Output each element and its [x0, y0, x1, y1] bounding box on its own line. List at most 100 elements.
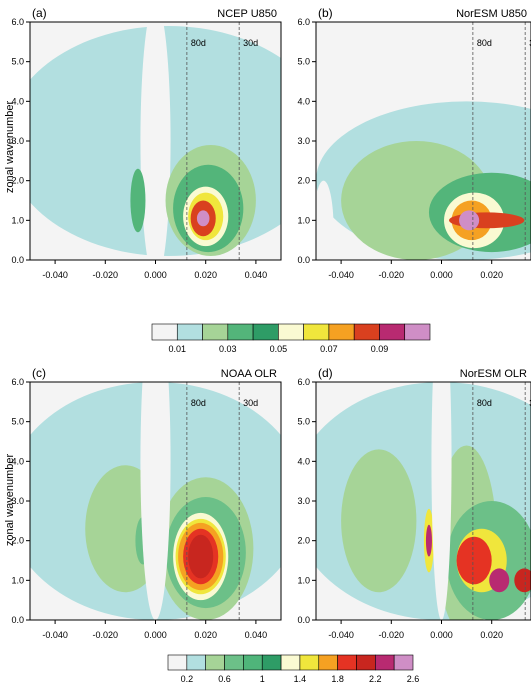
y-tick-label: 5.0	[297, 417, 310, 427]
x-tick-label: -0.020	[93, 270, 119, 280]
panel-contours	[5, 303, 306, 620]
colorbar-1: 0.01 0.03 0.05 0.07 0.09	[152, 324, 430, 354]
colorbar-swatch	[203, 324, 228, 340]
x-tick-label: -0.040	[328, 630, 354, 640]
colorbar-swatch	[225, 655, 244, 670]
y-tick-label: 2.0	[11, 176, 24, 186]
panel-title: NOAA OLR	[221, 368, 277, 380]
y-tick-label: 1.0	[297, 215, 310, 225]
x-tick-label: -0.040	[42, 630, 68, 640]
contour-shape	[489, 568, 509, 592]
y-tick-label: 6.0	[11, 377, 24, 387]
colorbar-label: 0.01	[169, 344, 187, 354]
panel-label: (c)	[32, 366, 46, 380]
colorbar-label: 0.03	[219, 344, 237, 354]
panel-contours	[5, 2, 331, 280]
panel-title: NorESM U850	[456, 8, 527, 20]
panel-contours	[313, 22, 531, 276]
panel-label: (a)	[32, 6, 47, 20]
contour-shape	[341, 449, 416, 592]
contour-shape	[313, 181, 333, 276]
x-tick-label: -0.020	[93, 630, 119, 640]
colorbar-label: 2.2	[369, 674, 382, 684]
colorbar-2: 0.2 0.6 1 1.4 1.8 2.2 2.6	[168, 655, 419, 684]
y-tick-label: 4.0	[297, 96, 310, 106]
colorbar-swatch	[338, 655, 357, 670]
contour-shape	[130, 169, 145, 232]
y-tick-label: 0.0	[11, 615, 24, 625]
y-tick-label: 0.0	[297, 615, 310, 625]
contour-shape	[188, 535, 213, 579]
colorbar-label: 1.8	[331, 674, 344, 684]
colorbar-label: 0.6	[218, 674, 231, 684]
contour-shape	[426, 525, 432, 557]
contour-shape	[431, 303, 451, 620]
colorbar-swatch	[243, 655, 262, 670]
panel-title: NorESM OLR	[460, 368, 527, 380]
period-label: 80d	[477, 38, 492, 48]
y-tick-label: 6.0	[11, 17, 24, 27]
colorbar-label: 2.6	[407, 674, 420, 684]
colorbar-label: 0.09	[371, 344, 389, 354]
colorbar-label: 0.07	[320, 344, 338, 354]
y-tick-label: 6.0	[297, 377, 310, 387]
x-tick-label: 0.040	[245, 270, 268, 280]
x-tick-label: 0.020	[194, 270, 217, 280]
x-tick-label: -0.020	[379, 630, 405, 640]
x-tick-label: 0.040	[245, 630, 268, 640]
colorbar-swatch	[354, 324, 379, 340]
contour-shape	[140, 2, 170, 280]
colorbar-swatch	[405, 324, 430, 340]
contour-shape	[457, 537, 492, 585]
y-tick-label: 0.0	[297, 255, 310, 265]
panel-label: (d)	[318, 366, 333, 380]
y-tick-label: 2.0	[297, 176, 310, 186]
period-label: 80d	[477, 398, 492, 408]
y-tick-label: 5.0	[11, 57, 24, 67]
colorbar-swatch	[206, 655, 225, 670]
colorbar-swatch	[281, 655, 300, 670]
colorbar-label: 0.2	[181, 674, 194, 684]
colorbar-swatch	[187, 655, 206, 670]
colorbar-swatch	[394, 655, 413, 670]
colorbar-label: 1	[260, 674, 265, 684]
x-tick-label: 0.000	[430, 630, 453, 640]
x-tick-label: 0.000	[430, 270, 453, 280]
panel-title: NCEP U850	[217, 8, 277, 20]
x-tick-label: -0.040	[328, 270, 354, 280]
contour-shape	[197, 210, 210, 226]
colorbar-swatch	[262, 655, 281, 670]
y-tick-label: 6.0	[297, 17, 310, 27]
y-tick-label: 1.0	[297, 575, 310, 585]
x-tick-label: 0.020	[194, 630, 217, 640]
period-label: 80d	[191, 38, 206, 48]
panel-c: 80d 30d -0.040 -0.020 0.000 0.020 0.040 0.0 1.0 2…	[5, 303, 306, 640]
colorbar-swatch	[356, 655, 375, 670]
y-tick-label: 1.0	[11, 215, 24, 225]
colorbar-swatch	[379, 324, 404, 340]
y-tick-label: 3.0	[11, 496, 24, 506]
period-label: 30d	[243, 398, 258, 408]
y-tick-label: 2.0	[11, 536, 24, 546]
colorbar-swatch	[375, 655, 394, 670]
y-tick-label: 1.0	[11, 575, 24, 585]
colorbar-swatch	[228, 324, 253, 340]
contour-shape	[140, 303, 170, 620]
y-tick-label: 2.0	[297, 536, 310, 546]
colorbar-swatch	[304, 324, 329, 340]
colorbar-swatch	[168, 655, 187, 670]
y-tick-label: 0.0	[11, 255, 24, 265]
period-label: 80d	[191, 398, 206, 408]
x-tick-label: 0.000	[144, 270, 167, 280]
x-tick-label: 0.020	[480, 270, 503, 280]
period-label: 30d	[243, 38, 258, 48]
panel-b: 80d30d-0.040-0.0200.0000.0200.01.02.03.0…	[297, 6, 531, 280]
x-tick-label: 0.020	[480, 630, 503, 640]
colorbar-label: 1.4	[294, 674, 307, 684]
x-tick-label: 0.000	[144, 630, 167, 640]
y-tick-label: 4.0	[297, 456, 310, 466]
y-tick-label: 3.0	[11, 136, 24, 146]
colorbar-label: 0.05	[270, 344, 288, 354]
y-tick-label: 5.0	[297, 57, 310, 67]
colorbar-swatch	[152, 324, 177, 340]
